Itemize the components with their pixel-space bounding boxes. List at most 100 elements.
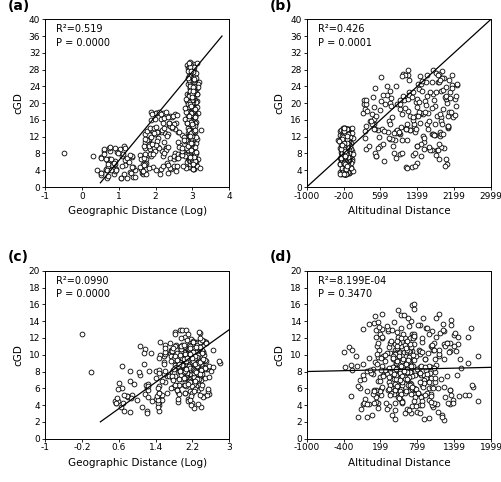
Point bbox=[192, 362, 200, 370]
Point bbox=[342, 134, 350, 141]
Point bbox=[172, 364, 180, 372]
Point bbox=[172, 119, 180, 127]
Point bbox=[342, 143, 350, 150]
Point bbox=[106, 147, 114, 154]
Point bbox=[170, 372, 178, 379]
Point bbox=[118, 362, 126, 370]
Point bbox=[188, 123, 196, 131]
Point bbox=[155, 366, 163, 374]
Point bbox=[387, 389, 395, 397]
Point bbox=[377, 383, 385, 391]
Point bbox=[173, 387, 181, 394]
Point bbox=[185, 362, 193, 370]
Point bbox=[414, 80, 422, 88]
Point bbox=[183, 159, 191, 166]
Point bbox=[400, 311, 408, 319]
Point bbox=[437, 117, 445, 124]
Point bbox=[437, 87, 445, 94]
Point bbox=[159, 162, 167, 170]
Point bbox=[342, 171, 350, 178]
Point bbox=[337, 137, 345, 145]
Point bbox=[195, 375, 203, 383]
Point bbox=[181, 137, 189, 145]
Point bbox=[187, 112, 195, 120]
Point bbox=[337, 170, 345, 178]
Point bbox=[406, 381, 414, 389]
Point bbox=[345, 145, 353, 153]
Point bbox=[396, 150, 404, 158]
Point bbox=[343, 162, 351, 170]
Point bbox=[205, 362, 213, 370]
Point bbox=[184, 156, 192, 164]
Point bbox=[200, 393, 208, 401]
Point bbox=[405, 406, 413, 414]
Point bbox=[442, 95, 450, 103]
Point bbox=[418, 381, 426, 389]
Point bbox=[341, 149, 349, 157]
Point bbox=[360, 96, 368, 104]
Point bbox=[342, 146, 350, 154]
Point bbox=[338, 135, 346, 143]
Point bbox=[135, 371, 143, 379]
Point bbox=[347, 134, 355, 142]
Point bbox=[191, 157, 199, 164]
Point bbox=[342, 154, 350, 161]
Point bbox=[374, 399, 382, 406]
Point bbox=[340, 162, 348, 170]
Point bbox=[431, 102, 439, 109]
Point bbox=[342, 139, 350, 147]
Point bbox=[340, 158, 348, 165]
Point bbox=[183, 357, 191, 365]
Point bbox=[190, 112, 198, 120]
Point bbox=[167, 346, 175, 354]
Point bbox=[201, 365, 209, 373]
Point bbox=[187, 103, 195, 110]
Point bbox=[428, 327, 436, 335]
Point bbox=[191, 158, 199, 165]
Point bbox=[151, 147, 159, 155]
Point bbox=[366, 117, 374, 124]
Point bbox=[345, 169, 353, 176]
Point bbox=[203, 391, 211, 399]
Point bbox=[193, 90, 201, 97]
Point bbox=[386, 135, 394, 143]
Point bbox=[187, 351, 195, 359]
Point bbox=[370, 320, 378, 327]
Point bbox=[346, 146, 354, 153]
Point bbox=[188, 354, 196, 362]
Point bbox=[165, 120, 173, 127]
Point bbox=[196, 384, 204, 392]
Point bbox=[187, 91, 195, 98]
Point bbox=[112, 166, 120, 174]
Point bbox=[443, 339, 451, 347]
Point bbox=[446, 339, 454, 347]
Point bbox=[425, 384, 433, 392]
Point bbox=[141, 390, 149, 398]
Point bbox=[454, 333, 462, 341]
Point bbox=[191, 128, 199, 136]
Point bbox=[345, 145, 353, 152]
Point bbox=[190, 134, 198, 142]
Point bbox=[343, 152, 351, 160]
Point bbox=[193, 353, 201, 361]
X-axis label: Altitudinal Distance: Altitudinal Distance bbox=[348, 458, 450, 468]
Point bbox=[337, 131, 345, 139]
Point bbox=[343, 132, 351, 139]
Point bbox=[129, 173, 137, 181]
Point bbox=[162, 144, 170, 151]
Point bbox=[192, 368, 200, 375]
Point bbox=[366, 366, 374, 374]
Point bbox=[117, 174, 125, 181]
Point bbox=[385, 117, 393, 125]
Point bbox=[342, 170, 350, 178]
Point bbox=[387, 94, 395, 101]
Point bbox=[164, 169, 172, 176]
Point bbox=[413, 160, 421, 167]
Point bbox=[396, 367, 404, 375]
Point bbox=[416, 321, 424, 329]
Point bbox=[339, 153, 347, 161]
Point bbox=[162, 146, 170, 153]
Point bbox=[195, 370, 203, 378]
Point bbox=[189, 116, 197, 123]
Point bbox=[176, 361, 184, 368]
